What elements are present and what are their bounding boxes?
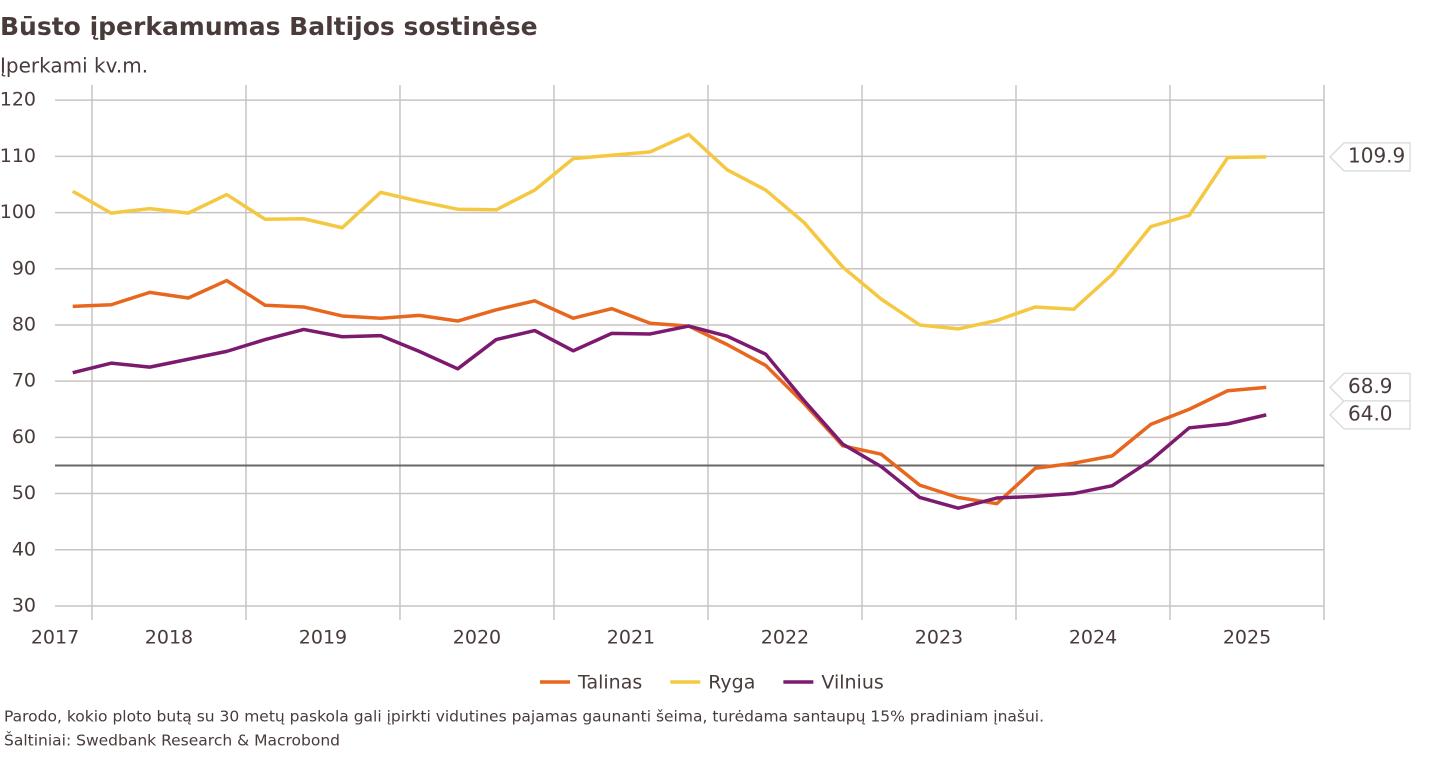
chart-title: Būsto įperkamumas Baltijos sostinėse (0, 12, 538, 41)
y-tick-label: 60 (12, 426, 36, 448)
end-label-box (1328, 372, 1411, 403)
footnote: Parodo, kokio ploto butą su 30 metų pask… (4, 708, 1044, 726)
end-label-box (1328, 400, 1411, 430)
y-tick-label: 30 (12, 594, 36, 616)
x-tick-label: 2023 (915, 627, 963, 649)
x-tick-label: 2019 (299, 627, 347, 649)
y-tick-label: 50 (12, 482, 36, 504)
end-label-box (1328, 142, 1411, 172)
legend-label: Talinas (577, 672, 642, 694)
y-tick-label: 40 (12, 538, 36, 560)
legend-label: Vilnius (821, 672, 883, 694)
x-tick-label: 2018 (145, 627, 193, 649)
line-series (71, 132, 1267, 331)
y-tick-label: 80 (12, 313, 36, 335)
source: Šaltiniai: Swedbank Research & Macrobond (4, 731, 340, 750)
x-tick-label: 2025 (1223, 627, 1271, 649)
legend-label: Ryga (708, 672, 755, 694)
y-tick-label: 100 (0, 201, 36, 223)
line-series (72, 324, 1267, 510)
x-tick-label: 2020 (453, 627, 501, 649)
x-tick-label: 2022 (761, 627, 809, 649)
x-tick-label: 2021 (607, 627, 655, 649)
chart-subtitle: Įperkami kv.m. (0, 54, 148, 78)
y-tick-label: 120 (0, 89, 36, 111)
x-tick-label: 2024 (1069, 627, 1117, 649)
y-tick-label: 90 (12, 257, 36, 279)
end-label: 64.0 (1348, 401, 1393, 425)
x-tick-label: 2017 (31, 627, 79, 649)
y-tick-label: 70 (12, 370, 36, 392)
end-label: 68.9 (1348, 374, 1393, 398)
end-label: 109.9 (1348, 143, 1405, 167)
line-series (72, 278, 1267, 506)
y-tick-label: 110 (0, 145, 36, 167)
